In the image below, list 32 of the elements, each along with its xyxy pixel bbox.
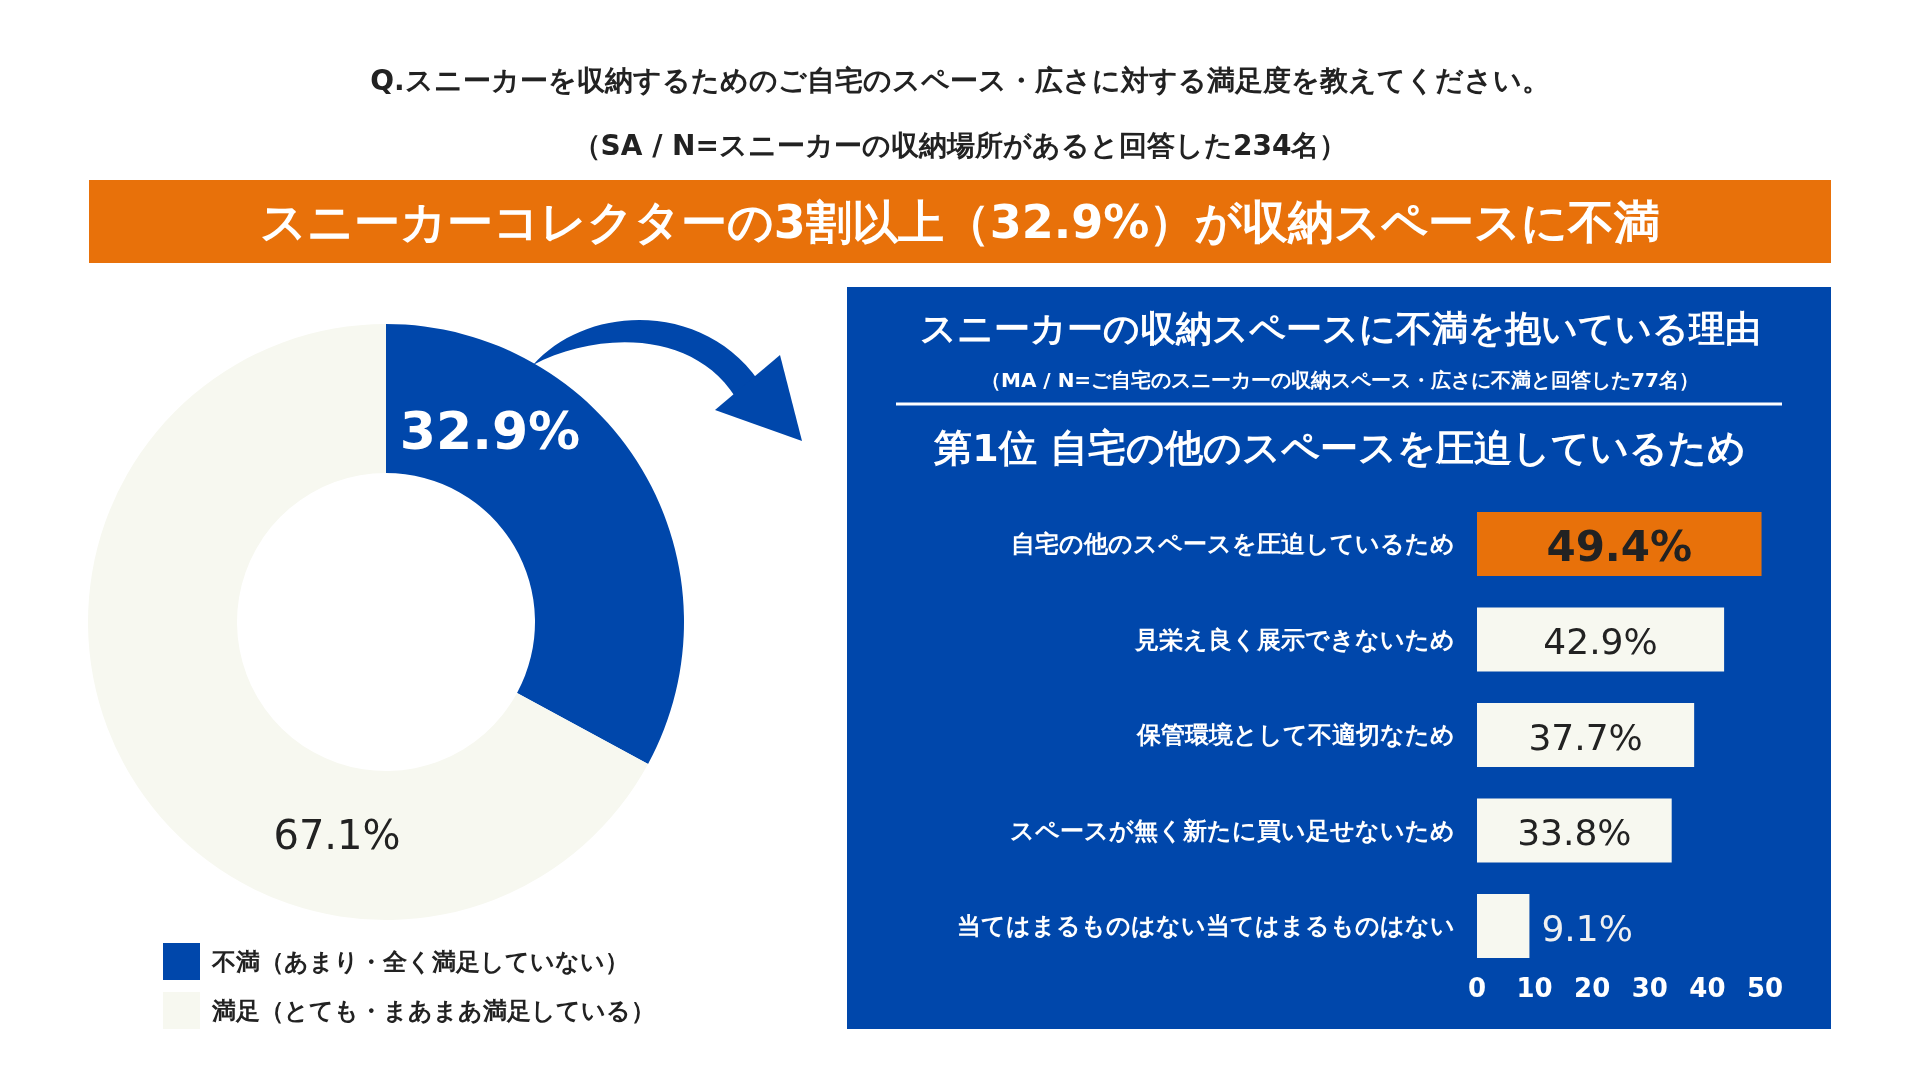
chart-subtitle: （MA / N=ご自宅のスニーカーの収納スペース・広さに不満と回答した77名） bbox=[981, 368, 1699, 392]
data-label: 67.1% bbox=[273, 812, 401, 858]
x-tick-label: 50 bbox=[1746, 973, 1784, 1003]
bar bbox=[1477, 703, 1695, 767]
y-tick-label: スペースが無く新たに買い足せないため bbox=[1010, 816, 1455, 845]
data-label: 37.7% bbox=[1528, 716, 1643, 758]
x-tick-label: 0 bbox=[1467, 973, 1487, 1003]
y-tick-label: 当てはまるものはない当てはまるものはない bbox=[957, 912, 1455, 940]
x-tick-label: 30 bbox=[1631, 973, 1668, 1003]
bar bbox=[1477, 798, 1672, 863]
y-tick-label: 自宅の他のスペースを圧迫しているため bbox=[1011, 530, 1455, 558]
x-tick-label: 10 bbox=[1516, 973, 1553, 1003]
data-label: 49.4% bbox=[1546, 521, 1693, 571]
bar bbox=[1477, 607, 1725, 672]
x-tick-label: 40 bbox=[1689, 973, 1726, 1003]
donut-slice bbox=[386, 324, 684, 764]
bar bbox=[1477, 894, 1530, 958]
data-label: 9.1% bbox=[1541, 907, 1633, 949]
donut-slice bbox=[88, 324, 649, 920]
data-label: 33.8% bbox=[1517, 812, 1632, 853]
chart-title: スニーカーの収納スペースに不満を抱いている理由 bbox=[919, 307, 1761, 349]
x-tick-label: 20 bbox=[1574, 973, 1611, 1003]
data-label: 32.9% bbox=[399, 401, 581, 461]
text: Q.スニーカーを収納するためのご自宅のスペース・広さに対する満足度を教えてください。 bbox=[370, 63, 1550, 97]
y-tick-label: 保管環境として不適切なため bbox=[1136, 721, 1455, 749]
text: （SA / N=スニーカーの収納場所があると回答した234名） bbox=[572, 128, 1348, 162]
legend-label: 満足（とても・まあまあ満足している） bbox=[211, 997, 655, 1025]
data-label: 42.9% bbox=[1543, 621, 1658, 662]
text: 第1位 自宅の他のスペースを圧迫しているため bbox=[933, 426, 1746, 470]
y-tick-label: 見栄え良く展示できないため bbox=[1134, 625, 1455, 654]
legend-label: 不満（あまり・全く満足していない） bbox=[211, 948, 629, 976]
text: スニーカーコレクターの3割以上（32.9%）が収納スペースに不満 bbox=[259, 195, 1661, 249]
